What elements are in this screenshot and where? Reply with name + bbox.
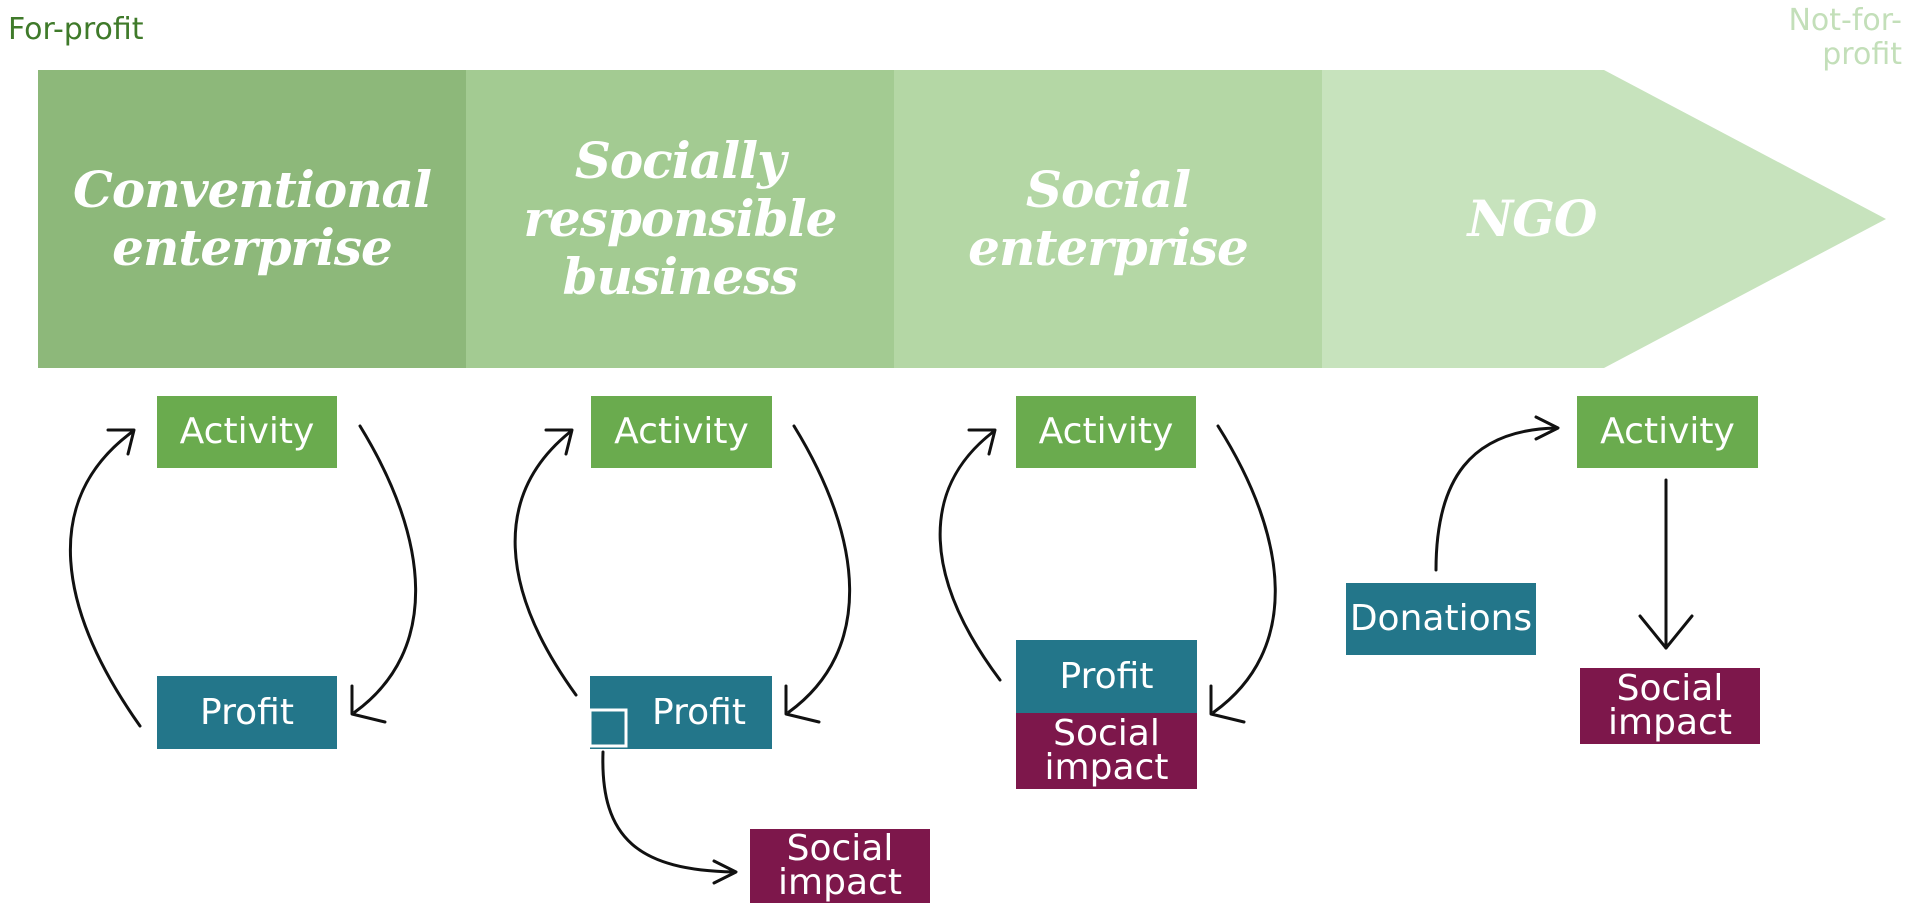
activity-box: Activity [157, 396, 337, 468]
profit-box: Profit [590, 676, 772, 749]
stage-title-socially-responsible: Socially responsible business [523, 131, 838, 306]
arrow-head [712, 859, 738, 885]
arrow-head [106, 428, 136, 456]
arrow-head [1534, 415, 1560, 441]
social-impact-box: Social impact [750, 829, 930, 903]
arrow-activity-to-profit [1212, 424, 1277, 714]
band-segment-ngo-arrowhead [1322, 70, 1886, 368]
activity-box: Activity [1016, 396, 1196, 468]
arrow-head [1638, 614, 1694, 650]
profit-box-notch [588, 708, 628, 748]
stage-title-social-enterprise: Social enterprise [968, 160, 1249, 277]
arrow-head [544, 428, 574, 456]
arrow-head [350, 684, 387, 724]
social-impact-box: Social impact [1580, 668, 1760, 744]
stage-title-conventional: Conventional enterprise [73, 160, 432, 277]
arrow-head [967, 428, 997, 456]
band-segment-conventional [38, 70, 466, 368]
arrow-activity-to-profit [353, 424, 418, 714]
stage-title-ngo: NGO [1467, 189, 1598, 248]
band-segment-socially-responsible [466, 70, 894, 368]
arrow-donations-to-activity [1434, 426, 1558, 572]
arrow-profit-to-activity [68, 430, 142, 728]
arrow-profit-to-activity [513, 430, 578, 697]
not-for-profit-label: Not-for-profit [1788, 3, 1902, 72]
activity-box: Activity [1577, 396, 1758, 468]
arrow-head [784, 684, 821, 724]
social-impact-box: Social impact [1016, 713, 1197, 789]
for-profit-label: For-profit [8, 12, 144, 47]
activity-box: Activity [591, 396, 772, 468]
profit-box: Profit [1016, 640, 1197, 713]
profit-box: Profit [157, 676, 337, 749]
donations-box: Donations [1346, 583, 1536, 655]
arrow-profit-to-activity [938, 430, 1002, 682]
arrow-profit-to-social-impact [601, 750, 736, 874]
arrow-head [1209, 684, 1246, 724]
arrow-activity-to-profit [787, 424, 852, 714]
band-segment-social-enterprise [894, 70, 1322, 368]
